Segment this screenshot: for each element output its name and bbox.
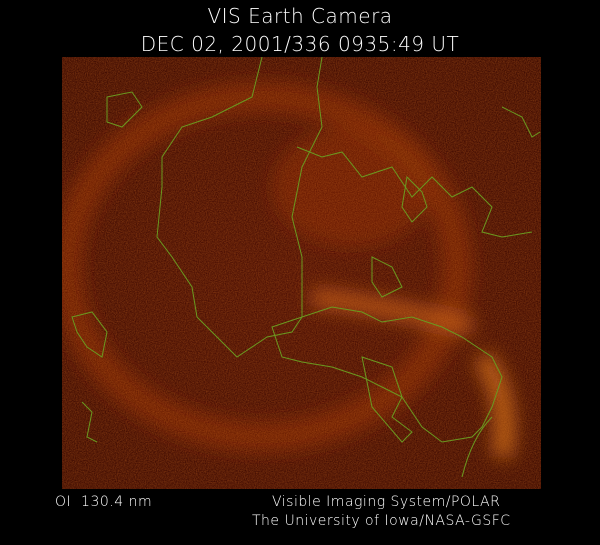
timestamp: DEC 02, 2001/336 0935:49 UT [140,32,460,56]
earth-image [62,57,541,489]
institution-label: The University of Iowa/NASA-GSFC [252,513,511,529]
coastlines [71,57,541,478]
filter-label: OI 130.4 nm [55,494,153,510]
title: VIS Earth Camera [207,4,393,28]
instrument-label: Visible Imaging System/POLAR [272,494,501,510]
